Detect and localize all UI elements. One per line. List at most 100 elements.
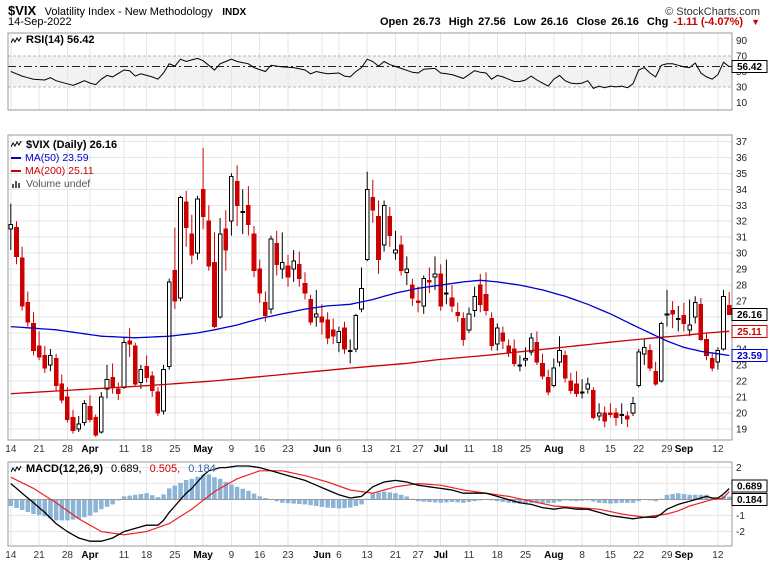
svg-text:Jun: Jun xyxy=(313,444,331,455)
svg-text:12: 12 xyxy=(712,550,724,561)
svg-text:56.42: 56.42 xyxy=(737,62,762,73)
svg-text:20: 20 xyxy=(736,408,748,419)
svg-text:6: 6 xyxy=(336,444,342,455)
svg-text:30: 30 xyxy=(736,249,748,260)
header-row: $VIX Volatility Index - New Methodology … xyxy=(8,2,760,20)
svg-text:15: 15 xyxy=(605,444,617,455)
svg-text:25: 25 xyxy=(169,550,181,561)
svg-text:21: 21 xyxy=(34,444,46,455)
svg-text:18: 18 xyxy=(492,550,504,561)
svg-text:Apr: Apr xyxy=(81,444,98,455)
svg-text:May: May xyxy=(193,444,213,455)
svg-text:23: 23 xyxy=(282,550,294,561)
svg-text:10: 10 xyxy=(736,98,748,109)
svg-text:25: 25 xyxy=(520,550,532,561)
svg-text:6: 6 xyxy=(336,550,342,561)
svg-text:25.11: 25.11 xyxy=(737,327,762,338)
svg-text:Jul: Jul xyxy=(433,550,448,561)
svg-text:19: 19 xyxy=(736,424,748,435)
svg-text:-2: -2 xyxy=(736,527,745,538)
svg-text:70: 70 xyxy=(736,52,748,63)
close-label: Close xyxy=(576,16,607,28)
svg-text:8: 8 xyxy=(579,550,585,561)
svg-text:28: 28 xyxy=(736,281,748,292)
svg-text:16: 16 xyxy=(254,444,266,455)
chart-date: 14-Sep-2022 xyxy=(8,16,72,28)
svg-text:23.59: 23.59 xyxy=(737,351,762,362)
svg-text:21: 21 xyxy=(736,392,748,403)
svg-text:90: 90 xyxy=(736,36,748,47)
svg-text:29: 29 xyxy=(736,265,748,276)
svg-text:Sep: Sep xyxy=(675,550,693,561)
svg-text:18: 18 xyxy=(141,550,153,561)
svg-text:0.689: 0.689 xyxy=(737,482,762,493)
svg-text:14: 14 xyxy=(5,444,17,455)
exchange-label: INDX xyxy=(222,7,247,18)
svg-text:Aug: Aug xyxy=(544,550,563,561)
copyright: © StockCharts.com xyxy=(665,6,760,18)
svg-text:21: 21 xyxy=(34,550,46,561)
svg-text:Jul: Jul xyxy=(433,444,448,455)
high-value: 27.56 xyxy=(478,16,506,28)
svg-text:28: 28 xyxy=(62,444,74,455)
svg-text:Jun: Jun xyxy=(313,550,331,561)
svg-text:22: 22 xyxy=(736,376,748,387)
svg-text:27: 27 xyxy=(413,444,425,455)
svg-text:18: 18 xyxy=(141,444,153,455)
svg-text:31: 31 xyxy=(736,233,748,244)
svg-text:22: 22 xyxy=(633,444,645,455)
svg-text:8: 8 xyxy=(579,444,585,455)
svg-text:13: 13 xyxy=(362,550,374,561)
low-value: 26.16 xyxy=(540,16,569,28)
chg-value: -1.11 (-4.07%) xyxy=(673,16,744,28)
svg-text:25: 25 xyxy=(520,444,532,455)
svg-text:9: 9 xyxy=(229,550,235,561)
svg-text:35: 35 xyxy=(736,169,748,180)
svg-text:27: 27 xyxy=(736,297,748,308)
svg-text:27: 27 xyxy=(413,550,425,561)
svg-text:2: 2 xyxy=(736,463,742,474)
svg-text:29: 29 xyxy=(661,444,673,455)
quote-row: 14-Sep-2022 Open 26.73 High 27.56 Low 26.16… xyxy=(8,16,760,28)
svg-text:22: 22 xyxy=(633,550,645,561)
svg-text:29: 29 xyxy=(661,550,673,561)
down-arrow-icon: ▼ xyxy=(751,17,760,27)
svg-text:12: 12 xyxy=(712,444,724,455)
svg-text:11: 11 xyxy=(464,550,475,561)
open-value: 26.73 xyxy=(413,16,441,28)
low-label: Low xyxy=(513,16,536,28)
title-group: $VIX Volatility Index - New Methodology … xyxy=(8,2,246,20)
svg-text:23: 23 xyxy=(282,444,294,455)
svg-text:Aug: Aug xyxy=(544,444,563,455)
svg-text:26.16: 26.16 xyxy=(737,310,762,321)
svg-text:14: 14 xyxy=(5,550,17,561)
svg-text:Apr: Apr xyxy=(81,550,98,561)
svg-text:23: 23 xyxy=(736,360,748,371)
symbol: $VIX xyxy=(8,3,37,18)
svg-text:32: 32 xyxy=(736,217,748,228)
svg-text:30: 30 xyxy=(736,82,748,93)
svg-text:34: 34 xyxy=(736,185,748,196)
svg-text:33: 33 xyxy=(736,201,748,212)
high-label: High xyxy=(448,16,474,28)
svg-text:May: May xyxy=(193,550,213,561)
svg-text:11: 11 xyxy=(119,550,130,561)
chart-title: Volatility Index - New Methodology xyxy=(44,6,213,18)
svg-text:21: 21 xyxy=(390,444,402,455)
svg-text:16: 16 xyxy=(254,550,266,561)
svg-text:-1: -1 xyxy=(736,511,745,522)
svg-text:37: 37 xyxy=(736,137,748,148)
svg-text:18: 18 xyxy=(492,444,504,455)
close-value: 26.16 xyxy=(611,16,639,28)
svg-text:11: 11 xyxy=(464,444,475,455)
svg-text:25: 25 xyxy=(169,444,181,455)
svg-text:Sep: Sep xyxy=(675,444,693,455)
svg-text:0.184: 0.184 xyxy=(737,495,762,506)
svg-text:21: 21 xyxy=(390,550,402,561)
svg-text:28: 28 xyxy=(62,550,74,561)
open-label: Open xyxy=(380,16,409,28)
svg-text:15: 15 xyxy=(605,550,617,561)
svg-text:36: 36 xyxy=(736,153,748,164)
chg-label: Chg xyxy=(646,16,669,28)
